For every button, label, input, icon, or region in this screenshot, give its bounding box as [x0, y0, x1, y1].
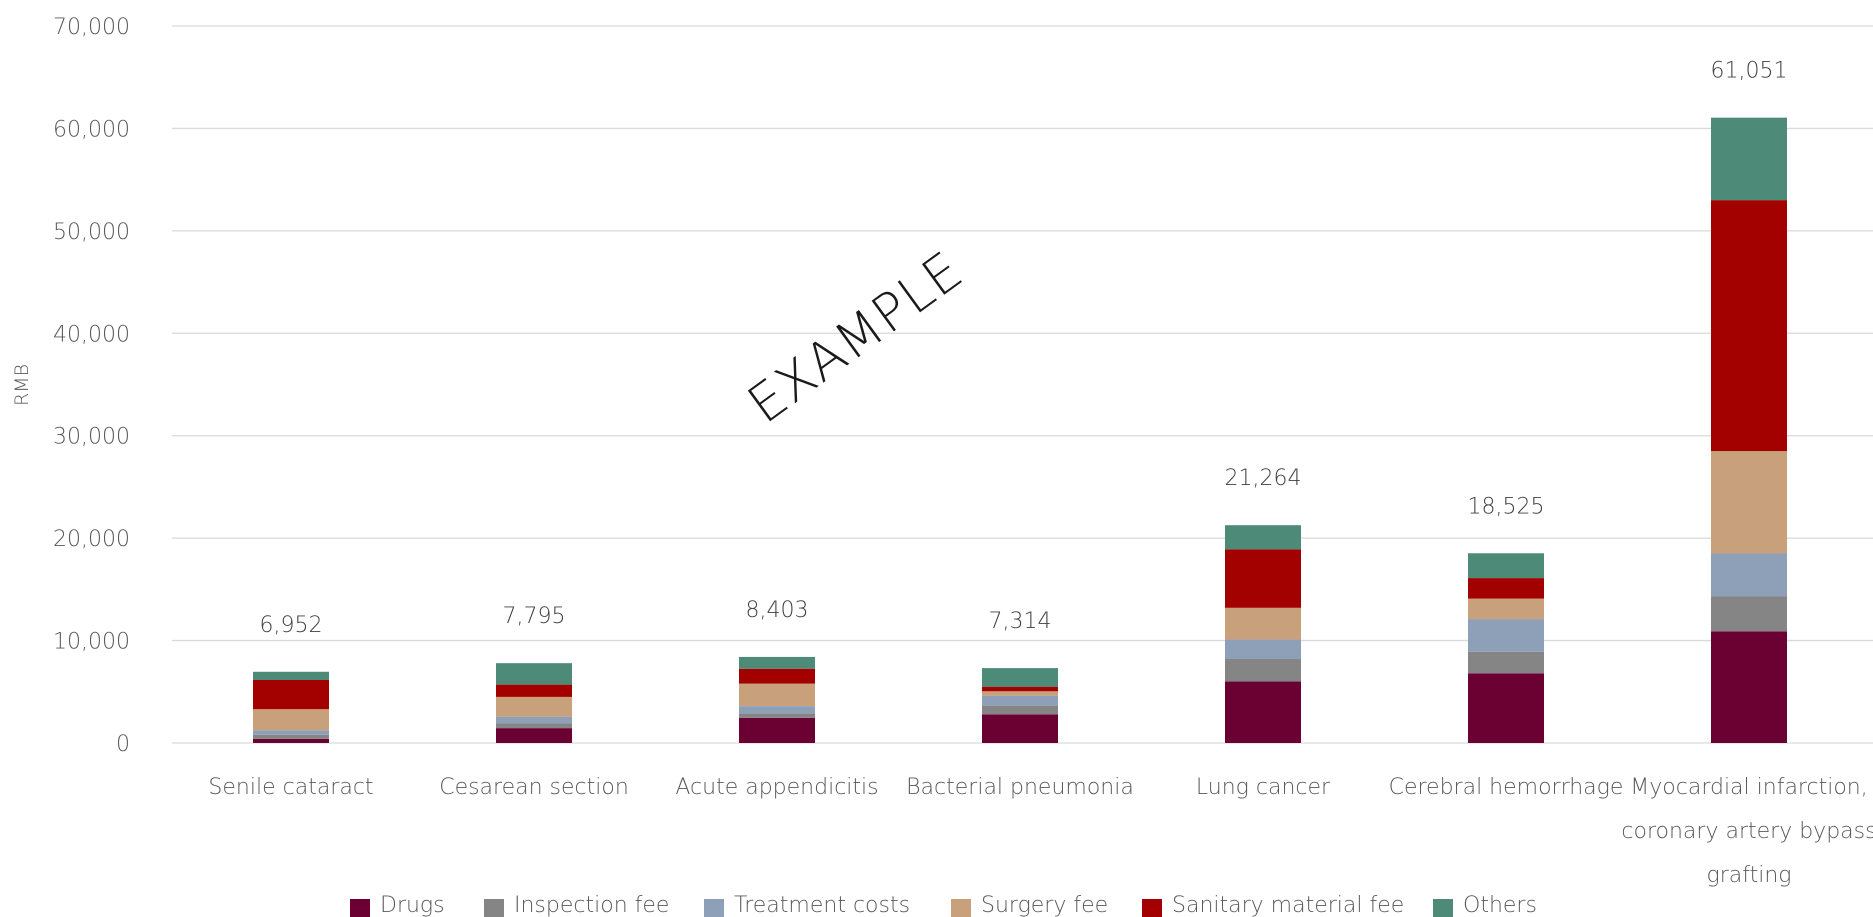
bar-segment — [253, 730, 329, 735]
bar-segment — [253, 738, 329, 743]
total-label: 7,795 — [503, 604, 566, 629]
legend-swatch — [704, 899, 724, 917]
category-labels: Senile cataract Cesarean section Acute app… — [208, 775, 1873, 888]
total-label: 8,403 — [746, 598, 809, 623]
legend-swatch — [1433, 899, 1453, 917]
bar-segment — [739, 668, 815, 684]
gridlines — [172, 25, 1873, 744]
legend-label: Treatment costs — [734, 893, 910, 917]
category-label: grafting — [1707, 863, 1792, 888]
bar-segment — [1225, 607, 1301, 640]
watermark: EXAMPLE — [737, 241, 974, 436]
bar-segment — [1711, 631, 1787, 743]
bars — [253, 117, 1787, 743]
bar-segment — [496, 728, 572, 743]
bar-segment — [1225, 549, 1301, 608]
y-tick-label: 50,000 — [53, 220, 130, 245]
bar-segment — [739, 683, 815, 707]
bar-segment — [982, 705, 1058, 715]
bar-segment — [496, 684, 572, 697]
legend-label: Drugs — [380, 893, 445, 917]
y-tick-label: 70,000 — [53, 15, 130, 40]
bar-segment — [1468, 598, 1544, 620]
bar-segment — [496, 696, 572, 717]
bar-segment — [496, 663, 572, 685]
y-tick-label: 60,000 — [53, 117, 130, 142]
bar-segment — [739, 713, 815, 718]
total-label: 7,314 — [989, 609, 1052, 634]
y-tick-label: 0 — [116, 732, 130, 757]
bar-segment — [739, 717, 815, 743]
legend: Drugs Inspection fee Treatment costs Surger… — [350, 893, 1537, 917]
bar-segment — [1225, 659, 1301, 682]
bar-segment — [1711, 451, 1787, 554]
total-label: 6,952 — [260, 613, 323, 638]
total-label: 21,264 — [1225, 466, 1302, 491]
category-label: Myocardial infarction, — [1630, 775, 1867, 800]
category-label: Cerebral hemorrhage — [1389, 775, 1624, 800]
bar-segment — [982, 714, 1058, 743]
bar-segment — [1711, 117, 1787, 201]
y-tick-label: 10,000 — [53, 630, 130, 655]
bar-segment — [1468, 578, 1544, 599]
y-tick-label: 30,000 — [53, 425, 130, 450]
bar-segment — [253, 680, 329, 710]
bar-segment — [1711, 200, 1787, 452]
category-label: Acute appendicitis — [675, 775, 878, 800]
bar-segment — [982, 668, 1058, 687]
category-label: Senile cataract — [208, 775, 373, 800]
category-label: Cesarean section — [439, 775, 629, 800]
legend-swatch — [350, 899, 370, 917]
bar-segment — [982, 695, 1058, 706]
bar-segment — [1225, 681, 1301, 743]
bar-segment — [739, 706, 815, 714]
category-label: Lung cancer — [1196, 775, 1331, 800]
bar-segment — [1225, 525, 1301, 550]
bar-segment — [1711, 596, 1787, 632]
bar-segment — [1468, 651, 1544, 674]
bar-segment — [496, 716, 572, 724]
bar-segment — [1225, 639, 1301, 660]
category-label: Bacterial pneumonia — [906, 775, 1134, 800]
bar-segment — [739, 656, 815, 669]
legend-label: Sanitary material fee — [1172, 893, 1404, 917]
y-tick-label: 40,000 — [53, 322, 130, 347]
bar-segment — [982, 691, 1058, 696]
bar-segment — [1468, 553, 1544, 579]
bar-segment — [253, 671, 329, 681]
legend-swatch — [1142, 899, 1162, 917]
total-labels: 6,952 7,795 8,403 7,314 21,264 18,525 61,051 — [260, 59, 1788, 638]
bar-segment — [1468, 673, 1544, 743]
y-axis-title: RMB — [11, 364, 33, 406]
bar-segment — [496, 723, 572, 729]
bar-segment — [1711, 553, 1787, 597]
bar-segment — [982, 686, 1058, 692]
legend-label: Others — [1463, 893, 1537, 917]
y-axis-ticks: 0 10,000 20,000 30,000 40,000 50,000 60,000 70,… — [53, 15, 130, 757]
bar-segment — [253, 734, 329, 739]
bar-segment — [253, 709, 329, 731]
legend-label: Surgery fee — [981, 893, 1108, 917]
category-label: coronary artery bypass — [1621, 819, 1873, 844]
bar-segment — [1468, 619, 1544, 652]
y-tick-label: 20,000 — [53, 527, 130, 552]
legend-label: Inspection fee — [514, 893, 669, 917]
total-label: 18,525 — [1468, 494, 1545, 519]
total-label: 61,051 — [1711, 59, 1788, 84]
legend-swatch — [951, 899, 971, 917]
legend-swatch — [484, 899, 504, 917]
